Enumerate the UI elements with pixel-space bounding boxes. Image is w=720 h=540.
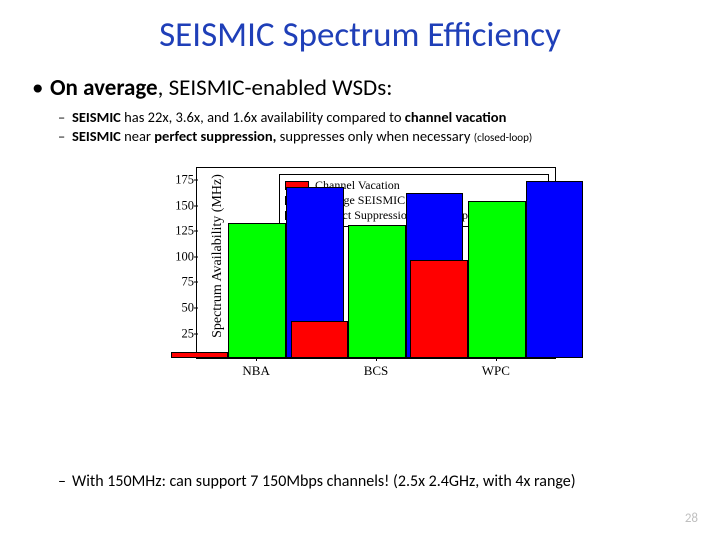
- ytick-mark: [194, 308, 198, 309]
- ytick-label: 125: [166, 224, 194, 239]
- bullet-main-rest: , SEISMIC-enabled WSDs:: [158, 74, 393, 102]
- sub1-mid: has 22x, 3.6x, and 1.6x availability com…: [121, 108, 405, 126]
- plot-area: Channel VacationAverage SEISMIC Client'P…: [196, 167, 556, 359]
- sub2-bold1: SEISMIC: [72, 127, 121, 145]
- chart-box: Spectrum Availability (MHz) Channel Vaca…: [150, 159, 570, 389]
- xtick-mark: [496, 357, 497, 361]
- ytick-mark: [194, 231, 198, 232]
- ytick-label: 50: [166, 301, 194, 316]
- ytick-label: 175: [166, 173, 194, 188]
- sub-bullet-1: –SEISMIC has 22x, 3.6x, and 1.6x availab…: [58, 108, 690, 126]
- bar: [348, 225, 406, 358]
- page-number: 28: [685, 511, 698, 526]
- ytick-mark: [194, 180, 198, 181]
- sub2-mid2: suppresses only when necessary: [276, 127, 473, 145]
- sub-bullets: –SEISMIC has 22x, 3.6x, and 1.6x availab…: [58, 108, 690, 145]
- xtick-label: NBA: [242, 363, 269, 379]
- ytick-mark: [194, 256, 198, 257]
- bar: [171, 352, 229, 358]
- xtick-label: BCS: [364, 363, 389, 379]
- bottom-bullet-text: With 150MHz: can support 7 150Mbps chann…: [72, 472, 576, 491]
- ytick-mark: [194, 282, 198, 283]
- bullet-main-bold: On average: [50, 74, 158, 102]
- sub1-bold1: SEISMIC: [72, 108, 121, 126]
- ytick-label: 150: [166, 198, 194, 213]
- bar: [410, 260, 468, 358]
- chart: Spectrum Availability (MHz) Channel Vaca…: [150, 159, 570, 389]
- ytick-label: 100: [166, 249, 194, 264]
- sub2-tiny: (closed-loop): [474, 131, 532, 144]
- bottom-bullet: –With 150MHz: can support 7 150Mbps chan…: [58, 472, 690, 491]
- slide: SEISMIC Spectrum Efficiency •On average,…: [0, 0, 720, 540]
- xtick-mark: [376, 357, 377, 361]
- sub-bullet-2: –SEISMIC near perfect suppression, suppr…: [58, 127, 690, 145]
- sub2-mid1: near: [121, 127, 154, 145]
- bar: [468, 201, 526, 359]
- bullet-main: •On average, SEISMIC-enabled WSDs:: [32, 74, 690, 102]
- slide-title: SEISMIC Spectrum Efficiency: [30, 14, 690, 56]
- ytick-mark: [194, 333, 198, 334]
- bar: [526, 181, 584, 358]
- xtick-mark: [256, 357, 257, 361]
- ytick-label: 75: [166, 275, 194, 290]
- ytick-label: 25: [166, 326, 194, 341]
- bar: [228, 223, 286, 358]
- xtick-label: WPC: [482, 363, 510, 379]
- sub2-bold2: perfect suppression,: [154, 127, 276, 145]
- sub1-bold2: channel vacation: [405, 108, 507, 126]
- ytick-mark: [194, 205, 198, 206]
- bar: [291, 321, 349, 358]
